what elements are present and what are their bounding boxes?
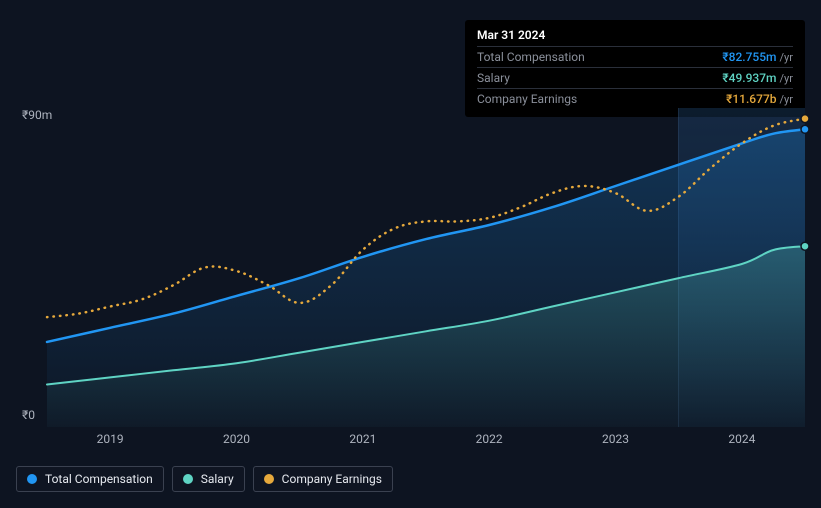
x-axis-label: 2024	[728, 432, 755, 446]
x-axis: 2019 2020 2021 2022 2023 2024	[47, 432, 805, 452]
legend-item-total-comp[interactable]: Total Compensation	[16, 466, 164, 492]
legend-swatch	[183, 474, 193, 484]
tooltip-label: Total Compensation	[477, 50, 585, 64]
tooltip-row-earnings: Company Earnings ₹11.677b/yr	[477, 88, 793, 109]
tooltip-row-total-comp: Total Compensation ₹82.755m/yr	[477, 46, 793, 67]
tooltip-unit: /yr	[780, 51, 793, 64]
tooltip-value: ₹11.677b	[726, 92, 776, 106]
plot-area[interactable]	[47, 108, 805, 427]
legend-label: Company Earnings	[282, 472, 382, 486]
legend-item-salary[interactable]: Salary	[172, 466, 245, 492]
x-axis-label: 2019	[97, 432, 124, 446]
legend-item-earnings[interactable]: Company Earnings	[253, 466, 393, 492]
tooltip-value: ₹82.755m	[722, 50, 776, 64]
tooltip-value-wrap: ₹82.755m/yr	[722, 50, 793, 64]
legend-swatch	[264, 474, 274, 484]
x-axis-label: 2023	[602, 432, 629, 446]
legend-label: Total Compensation	[45, 472, 153, 486]
x-axis-label: 2022	[476, 432, 503, 446]
y-axis-label-min: ₹0	[22, 408, 35, 422]
tooltip-unit: /yr	[780, 93, 793, 106]
tooltip-value-wrap: ₹11.677b/yr	[726, 92, 793, 106]
tooltip-value-wrap: ₹49.937m/yr	[722, 71, 793, 85]
legend-label: Salary	[201, 472, 234, 486]
legend-swatch	[27, 474, 37, 484]
tooltip-label: Company Earnings	[477, 92, 577, 106]
tooltip-date: Mar 31 2024	[477, 28, 793, 42]
compensation-chart: Mar 31 2024 Total Compensation ₹82.755m/…	[0, 0, 821, 508]
tooltip-row-salary: Salary ₹49.937m/yr	[477, 67, 793, 88]
x-axis-label: 2020	[223, 432, 250, 446]
chart-tooltip: Mar 31 2024 Total Compensation ₹82.755m/…	[465, 20, 805, 117]
tooltip-label: Salary	[477, 71, 510, 85]
tooltip-value: ₹49.937m	[722, 71, 776, 85]
legend: Total Compensation Salary Company Earnin…	[16, 466, 393, 492]
tooltip-unit: /yr	[780, 72, 793, 85]
x-axis-label: 2021	[349, 432, 376, 446]
chart-svg	[47, 108, 805, 427]
